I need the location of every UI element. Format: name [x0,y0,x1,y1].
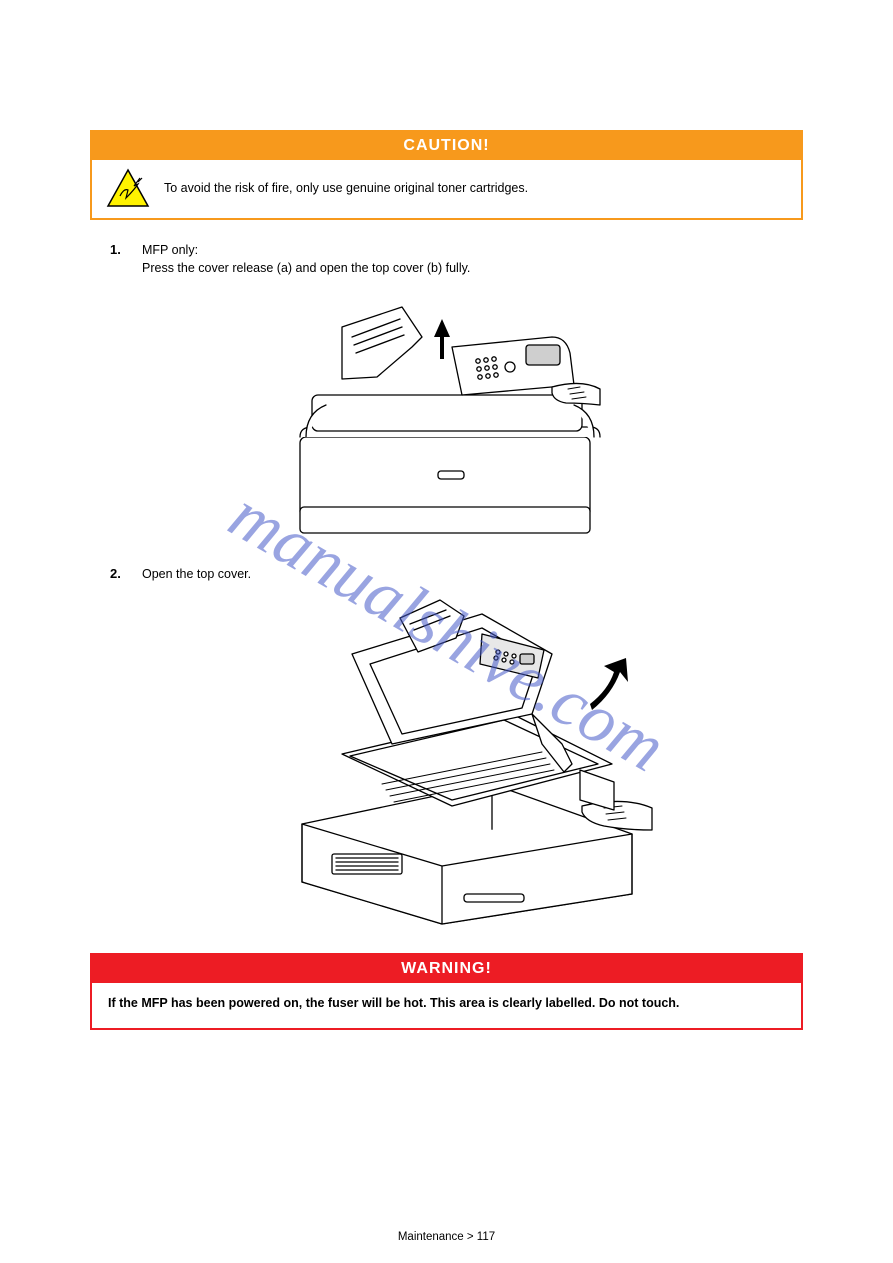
caution-body: To avoid the risk of fire, only use genu… [92,160,801,218]
step-number: 2. [110,566,128,584]
step-sublabel: MFP only: [142,242,470,260]
caution-text: To avoid the risk of fire, only use genu… [164,180,528,197]
step-2: 2. Open the top cover. [110,566,803,584]
figure-2 [90,594,803,939]
caution-header: CAUTION! [92,132,801,160]
printer-top-cover-open-illustration [232,594,662,934]
step-number: 1. [110,242,128,277]
step-text: Press the cover release (a) and open the… [142,260,470,278]
esd-warning-icon [106,168,150,208]
warning-box: WARNING! If the MFP has been powered on,… [90,953,803,1031]
warning-header: WARNING! [92,955,801,983]
caution-box: CAUTION! To avoid the risk of fire, only… [90,130,803,220]
printer-cover-release-illustration [282,287,612,547]
step-1: 1. MFP only: Press the cover release (a)… [110,242,803,277]
warning-text: If the MFP has been powered on, the fuse… [92,983,801,1029]
figure-1 [90,287,803,552]
page-footer: Maintenance > 117 [0,1231,893,1243]
step-text: Open the top cover. [142,566,251,584]
step-content: MFP only: Press the cover release (a) an… [142,242,470,277]
